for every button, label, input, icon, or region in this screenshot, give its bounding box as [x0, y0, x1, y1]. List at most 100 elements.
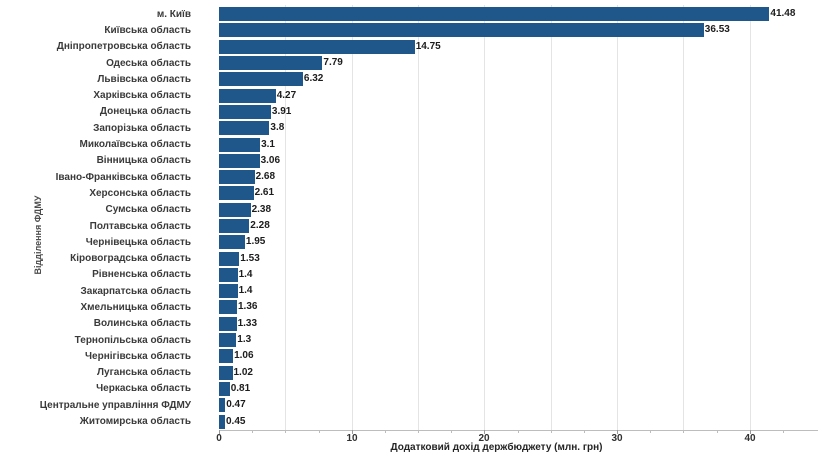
- x-minor-tick: [551, 430, 552, 433]
- value-label: 3.1: [261, 138, 275, 150]
- bar: [219, 333, 237, 348]
- value-label: 2.38: [251, 203, 272, 215]
- value-label: 1.4: [238, 268, 253, 280]
- value-label: 3.8: [270, 122, 285, 134]
- bar-track: 1.02: [219, 365, 818, 380]
- gridline: [551, 5, 552, 430]
- bar-row: Житомирська область 0.45: [0, 413, 818, 429]
- bar-track: 36.53: [219, 23, 818, 38]
- bar-row: Луганська область 1.02: [0, 365, 818, 381]
- gridline: [418, 5, 419, 430]
- bar-track: 0.45: [219, 414, 818, 429]
- bar: [219, 153, 260, 168]
- x-minor-tick: [418, 430, 419, 433]
- x-minor-tick: [783, 430, 784, 433]
- bar-row: Черкаська область 0.81: [0, 381, 818, 397]
- bar: [219, 284, 238, 299]
- category-label: Кіровоградська область: [70, 253, 191, 265]
- bar-row: Донецька область 3.91: [0, 104, 818, 120]
- bar-track: 1.53: [219, 251, 818, 266]
- value-label: 2.28: [250, 220, 270, 231]
- x-tick-label: 40: [744, 433, 756, 444]
- category-label: Сумська область: [105, 204, 191, 216]
- bar-row: Дніпропетровська область 14.75: [0, 39, 818, 55]
- bar: [219, 72, 303, 87]
- x-minor-tick: [385, 430, 386, 433]
- bar: [219, 267, 238, 282]
- bar-track: 1.4: [219, 284, 818, 299]
- category-label: Чернівецька область: [85, 236, 191, 248]
- value-label: 6.32: [303, 73, 324, 85]
- bar-track: 2.38: [219, 202, 818, 217]
- bar: [219, 251, 240, 266]
- x-minor-tick: [451, 430, 452, 433]
- value-label: 1.4: [238, 285, 253, 297]
- category-label: Тернопільська область: [74, 334, 191, 346]
- gridline: [750, 5, 751, 430]
- bar-row: Закарпатська область 1.4: [0, 283, 818, 299]
- bar: [219, 316, 237, 331]
- bar-row: Рівненська область 1.4: [0, 267, 818, 283]
- x-tick-label: 0: [216, 433, 222, 444]
- category-label: Дніпропетровська область: [56, 41, 191, 53]
- x-major-tick: [219, 430, 220, 434]
- x-tick-label: 20: [478, 433, 490, 444]
- category-label: Київська область: [104, 24, 191, 36]
- bar-row: Херсонська область 2.61: [0, 185, 818, 201]
- x-minor-tick: [518, 430, 519, 433]
- bar-track: 6.32: [219, 72, 818, 87]
- bar-track: 7.79: [219, 56, 818, 71]
- value-label: 1.95: [245, 236, 266, 248]
- gridline: [484, 5, 485, 430]
- value-label: 1.06: [234, 350, 254, 362]
- bar-track: 3.1: [219, 137, 818, 152]
- bar-row: Харківська область 4.27: [0, 87, 818, 103]
- x-axis-title: Додатковий дохід держбюджету (млн. грн): [390, 442, 603, 453]
- x-minor-tick: [584, 430, 585, 433]
- bar-row: Чернівецька область 1.95: [0, 234, 818, 250]
- bar-row: Вінницька область 3.06: [0, 153, 818, 169]
- x-minor-tick: [252, 430, 253, 433]
- category-label: Львівська область: [97, 73, 191, 85]
- bar-row: Одеська область 7.79: [0, 55, 818, 71]
- bar-track: 1.06: [219, 349, 818, 364]
- bar: [219, 349, 234, 364]
- bar: [219, 56, 323, 71]
- value-label: 0.45: [226, 415, 246, 427]
- x-major-tick: [750, 430, 751, 434]
- category-label: Волинська область: [93, 318, 191, 330]
- category-label: м. Київ: [156, 8, 191, 20]
- bar-track: 1.4: [219, 267, 818, 282]
- bar: [219, 300, 237, 315]
- bar-track: 0.81: [219, 381, 818, 396]
- bar-track: 0.47: [219, 398, 818, 413]
- category-label: Рівненська область: [92, 269, 191, 281]
- x-minor-tick: [683, 430, 684, 433]
- bar-row: Львівська область 6.32: [0, 71, 818, 87]
- x-minor-tick: [285, 430, 286, 433]
- category-label: Чернігівська область: [85, 350, 191, 362]
- category-label: Харківська область: [93, 90, 191, 102]
- gridline: [617, 5, 618, 430]
- bar-row: Кіровоградська область 1.53: [0, 250, 818, 266]
- x-minor-tick: [717, 430, 718, 433]
- value-label: 2.68: [255, 171, 276, 183]
- category-label: Одеська область: [106, 57, 191, 69]
- category-label: Донецька область: [99, 106, 191, 118]
- bar-row: Полтавська область 2.28: [0, 218, 818, 234]
- value-label: 1.53: [240, 252, 260, 264]
- x-major-tick: [352, 430, 353, 434]
- value-label: 1.33: [237, 317, 258, 329]
- category-label: Хмельницька область: [80, 301, 191, 313]
- bar-row: Чернігівська область 1.06: [0, 348, 818, 364]
- value-label: 41.48: [770, 8, 796, 20]
- bar-track: 1.33: [219, 316, 818, 331]
- category-label: Полтавська область: [89, 220, 191, 232]
- bar: [219, 186, 254, 201]
- gridline: [683, 5, 684, 430]
- bar: [219, 365, 233, 380]
- bar-row: Волинська область 1.33: [0, 316, 818, 332]
- x-minor-tick: [650, 430, 651, 433]
- bar: [219, 202, 251, 217]
